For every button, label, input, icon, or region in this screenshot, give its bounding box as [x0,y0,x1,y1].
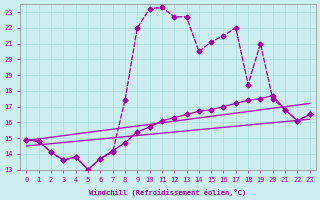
X-axis label: Windchill (Refroidissement éolien,°C): Windchill (Refroidissement éolien,°C) [90,189,247,196]
